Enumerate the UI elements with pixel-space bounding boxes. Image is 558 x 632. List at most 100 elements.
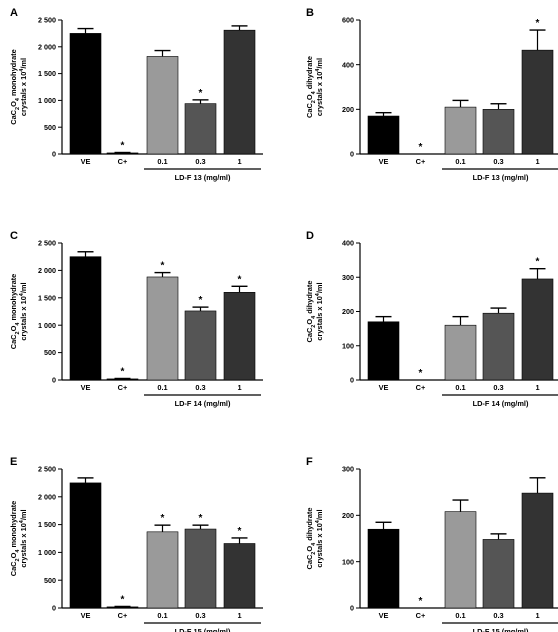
significance-star: * — [238, 526, 242, 537]
x-tick-label: 0.1 — [455, 611, 465, 620]
significance-star: * — [199, 513, 203, 524]
bar — [367, 115, 400, 155]
y-tick-label: 0 — [350, 604, 354, 613]
bar — [482, 312, 515, 381]
y-tick-label: 1 500 — [38, 293, 56, 302]
x-tick-label: VE — [81, 611, 91, 620]
bar — [521, 49, 554, 155]
y-tick-label: 1 000 — [38, 96, 56, 105]
y-axis-label-line1: CaC2O4 dihydrate — [305, 281, 317, 343]
y-axis-label-line1: CaC2O4 monohydrate — [9, 501, 21, 577]
bar — [223, 543, 256, 609]
significance-star: * — [419, 142, 423, 153]
significance-star: * — [199, 295, 203, 306]
significance-star: * — [536, 18, 540, 29]
x-tick-label: 0.3 — [195, 157, 205, 166]
significance-star: * — [161, 261, 165, 272]
y-axis-label-line2: crystals x 104/ml — [315, 58, 324, 116]
y-tick-label: 500 — [44, 348, 56, 357]
y-tick-label: 600 — [342, 16, 354, 25]
y-tick-label: 2 500 — [38, 16, 56, 25]
x-tick-label: 1 — [237, 157, 241, 166]
bar — [367, 321, 400, 381]
panel-label: E — [10, 456, 17, 468]
bar — [521, 278, 554, 381]
bar — [444, 324, 477, 381]
x-tick-label: VE — [81, 157, 91, 166]
bar — [184, 103, 217, 155]
chart-panel-b: B 0 200 400 600 CaC2O4 dihydrate crystals x 10… — [305, 7, 558, 182]
y-tick-label: 500 — [44, 576, 56, 585]
panel-label: D — [306, 230, 314, 242]
bar — [444, 106, 477, 155]
bar — [482, 109, 515, 155]
significance-star: * — [238, 274, 242, 285]
significance-star: * — [419, 368, 423, 379]
bar — [482, 539, 515, 609]
x-tick-label: C+ — [118, 611, 128, 620]
x-tick-label: VE — [81, 383, 91, 392]
x-axis-label: LD-F 13 (mg/ml) — [175, 173, 231, 182]
x-tick-label: 1 — [237, 611, 241, 620]
x-tick-label: 1 — [535, 611, 539, 620]
significance-star: * — [419, 596, 423, 607]
y-axis-label-line1: CaC2O4 monohydrate — [9, 274, 21, 350]
bar — [223, 292, 256, 381]
chart-panel-d: D 0 100 200 300 400 CaC2O4 dihydrate crystals x… — [305, 230, 558, 408]
y-tick-label: 200 — [342, 105, 354, 114]
y-tick-label: 2 500 — [38, 465, 56, 474]
significance-star: * — [121, 594, 125, 605]
y-axis-label-line2: crystals x 104/ml — [19, 509, 28, 567]
y-tick-label: 2 500 — [38, 239, 56, 248]
x-tick-label: C+ — [416, 611, 426, 620]
y-tick-label: 1 000 — [38, 321, 56, 330]
x-tick-label: 0.1 — [455, 383, 465, 392]
y-axis-label-line2: crystals x 104/ml — [315, 509, 324, 567]
chart-panel-a: A 0 500 1 000 1 500 2 000 2 500 CaC2O4 monohydr… — [9, 7, 263, 182]
x-axis-label: LD-F 15 (mg/ml) — [473, 627, 529, 632]
significance-star: * — [121, 366, 125, 377]
y-tick-label: 200 — [342, 511, 354, 520]
x-tick-label: 0.1 — [157, 157, 167, 166]
x-tick-label: VE — [379, 383, 389, 392]
y-axis-label-line2: crystals x 104/ml — [19, 282, 28, 340]
chart-panel-e: E 0 500 1 000 1 500 2 000 2 500 CaC2O4 monohydr… — [9, 456, 263, 632]
y-tick-label: 0 — [52, 376, 56, 385]
x-tick-label: 0.1 — [455, 157, 465, 166]
y-tick-label: 2 000 — [38, 266, 56, 275]
chart-panel-f: F 0 100 200 300 CaC2O4 dihydrate crystals x 10… — [305, 456, 558, 632]
y-tick-label: 400 — [342, 60, 354, 69]
x-tick-label: VE — [379, 611, 389, 620]
x-tick-label: VE — [379, 157, 389, 166]
x-tick-label: 0.3 — [195, 383, 205, 392]
bar — [223, 29, 256, 155]
x-axis-label: LD-F 15 (mg/ml) — [175, 627, 231, 632]
y-tick-label: 0 — [52, 150, 56, 159]
significance-star: * — [536, 257, 540, 268]
panel-label: F — [306, 456, 313, 468]
x-tick-label: 1 — [535, 383, 539, 392]
bar — [69, 256, 102, 381]
y-axis-label-line2: crystals x 104/ml — [19, 58, 28, 116]
panel-label: B — [306, 7, 314, 19]
panel-label: C — [10, 230, 18, 242]
bar — [367, 528, 400, 609]
y-tick-label: 2 000 — [38, 42, 56, 51]
x-tick-label: 1 — [535, 157, 539, 166]
x-tick-label: 1 — [237, 383, 241, 392]
x-tick-label: C+ — [118, 383, 128, 392]
x-tick-label: C+ — [416, 383, 426, 392]
significance-star: * — [199, 88, 203, 99]
significance-star: * — [121, 140, 125, 151]
x-tick-label: C+ — [118, 157, 128, 166]
bar — [146, 56, 179, 155]
x-tick-label: 0.1 — [157, 383, 167, 392]
x-tick-label: 0.3 — [195, 611, 205, 620]
x-tick-label: 0.1 — [157, 611, 167, 620]
y-tick-label: 0 — [350, 150, 354, 159]
y-tick-label: 300 — [342, 465, 354, 474]
bar — [69, 482, 102, 609]
x-axis-label: LD-F 14 (mg/ml) — [473, 399, 529, 408]
y-tick-label: 2 000 — [38, 492, 56, 501]
x-tick-label: C+ — [416, 157, 426, 166]
